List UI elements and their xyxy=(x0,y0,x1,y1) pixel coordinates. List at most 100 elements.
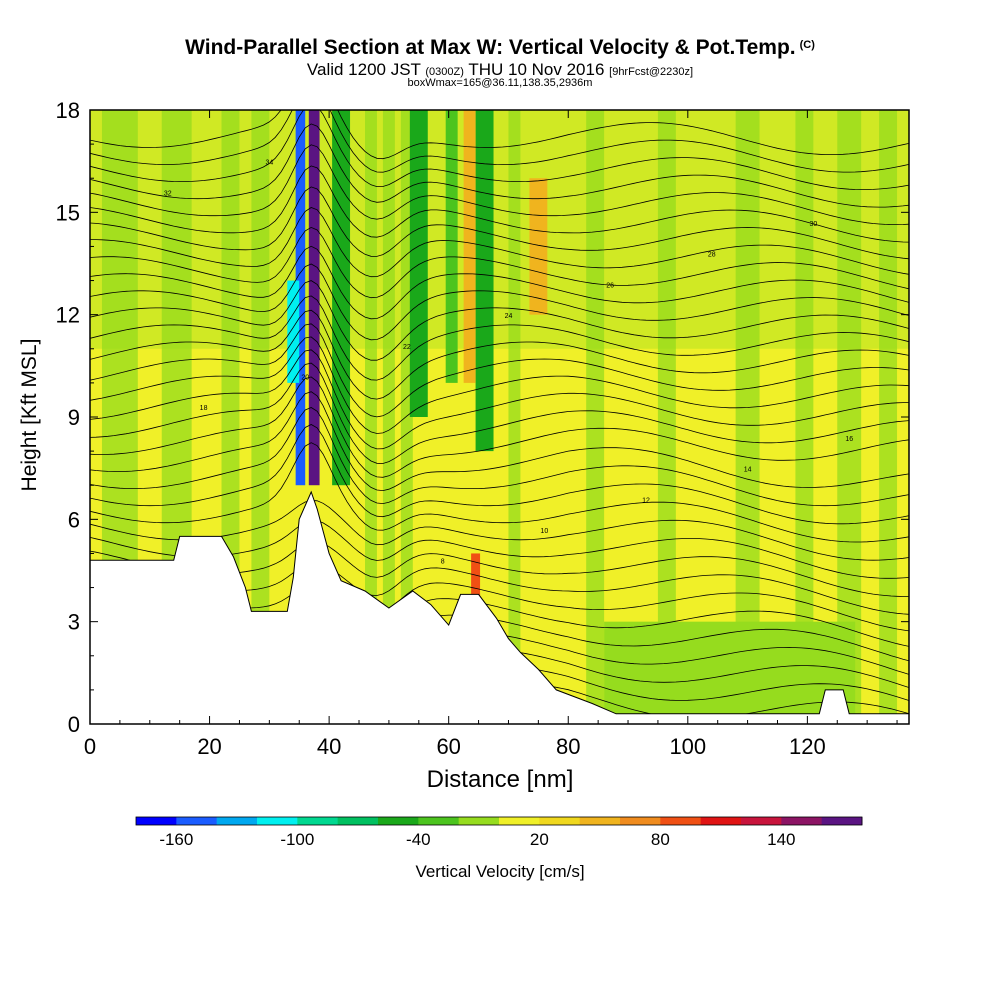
y-tick-label: 0 xyxy=(68,712,80,737)
theta-contour xyxy=(90,407,909,507)
colorbar-swatch xyxy=(458,817,500,825)
contour-label: 20 xyxy=(301,374,309,381)
contour-label: 34 xyxy=(265,160,273,167)
theta-contour xyxy=(90,280,909,361)
contour-label: 32 xyxy=(164,190,172,197)
colorbar-tick-label: 140 xyxy=(767,830,795,849)
theta-contour xyxy=(90,391,909,492)
theta-contour xyxy=(90,499,909,561)
colorbar-swatch xyxy=(176,817,218,825)
theta-contour xyxy=(90,207,909,278)
velocity-band-decor xyxy=(251,110,270,724)
x-axis-label: Distance [nm] xyxy=(426,766,574,793)
colorbar-swatch xyxy=(337,817,379,825)
theta-contour xyxy=(90,186,909,260)
theta-contour xyxy=(90,245,909,320)
contour-label: 12 xyxy=(642,497,650,504)
colorbar-swatch xyxy=(499,817,540,825)
velocity-band xyxy=(287,280,300,383)
velocity-band-decor xyxy=(90,110,909,349)
x-tick-label: 40 xyxy=(317,734,341,759)
y-tick-label: 3 xyxy=(68,610,80,635)
theta-contour xyxy=(90,309,909,400)
velocity-band-decor xyxy=(735,110,760,724)
velocity-band-decor xyxy=(586,110,605,724)
colorbar-swatch xyxy=(257,817,298,825)
contour-label: 18 xyxy=(200,405,208,412)
colorbar-swatch xyxy=(781,817,823,825)
axes: 0 20 40 60 80 100 120 0 3 6 9 12 15 18 xyxy=(56,98,909,759)
contour-label: 30 xyxy=(809,221,817,228)
theta-contour xyxy=(90,226,909,299)
colorbar-frame xyxy=(135,816,863,826)
colorbar-swatch xyxy=(700,817,742,825)
colorbar-swatch xyxy=(418,817,460,825)
x-tick-label: 80 xyxy=(556,734,580,759)
contour-label: 28 xyxy=(708,252,716,259)
velocity-band-decor xyxy=(400,110,413,724)
x-tick-label: 60 xyxy=(436,734,460,759)
y-axis-label: Height [Kft MSL] xyxy=(18,338,41,492)
theta-contour xyxy=(90,323,909,418)
y-tick-label: 6 xyxy=(68,507,80,532)
velocity-band-decor xyxy=(604,621,856,714)
theta-contour xyxy=(90,442,909,543)
colorbar-swatch xyxy=(539,817,581,825)
colorbar-tick-label: -160 xyxy=(159,830,193,849)
contour-label: 16 xyxy=(845,436,853,443)
colorbar-swatch xyxy=(741,817,782,825)
theta-contour xyxy=(90,144,909,225)
y-tick-label: 12 xyxy=(56,303,80,328)
colorbar-tick-label: 80 xyxy=(651,830,670,849)
x-tick-label: 100 xyxy=(669,734,706,759)
colorbar: -160 -100 -40 20 80 140 xyxy=(135,816,863,849)
velocity-band xyxy=(529,178,548,315)
velocity-band xyxy=(475,110,494,452)
velocity-band xyxy=(463,110,476,383)
colorbar-tick-label: -40 xyxy=(406,830,431,849)
contour-label: 8 xyxy=(441,559,445,566)
y-tick-label: 18 xyxy=(56,98,80,123)
chart-subtitle: Valid 1200 JST (0300Z) THU 10 Nov 2016 [… xyxy=(306,60,694,79)
contour-label: 26 xyxy=(606,282,614,289)
colorbar-swatch xyxy=(660,817,702,825)
x-tick-label: 20 xyxy=(197,734,221,759)
contour-label: 14 xyxy=(744,467,752,474)
theta-contour xyxy=(90,110,909,190)
velocity-band-decor xyxy=(508,110,521,724)
colorbar-tick-label: 20 xyxy=(530,830,549,849)
colorbar-swatch xyxy=(579,817,621,825)
chart-subtitle-box: boxWmax=165@36.11,138.35,2936m xyxy=(407,77,593,89)
theta-contour xyxy=(90,295,909,381)
theta-contour xyxy=(90,424,909,525)
velocity-band xyxy=(332,110,351,486)
velocity-band xyxy=(471,553,481,605)
theta-contour xyxy=(90,362,909,464)
chart-title: Wind-Parallel Section at Max W: Vertical… xyxy=(185,36,815,59)
velocity-band-decor xyxy=(364,110,377,724)
velocity-band xyxy=(445,110,458,383)
y-tick-label: 9 xyxy=(68,405,80,430)
velocity-band-decor xyxy=(879,110,898,724)
colorbar-swatch xyxy=(821,817,863,825)
colorbar-swatch xyxy=(136,817,177,825)
theta-contour xyxy=(90,263,909,341)
x-tick-label: 0 xyxy=(84,734,96,759)
contour-label: 22 xyxy=(403,344,411,351)
colorbar-swatch xyxy=(297,817,339,825)
velocity-band xyxy=(295,110,306,486)
contour-label: 10 xyxy=(540,528,548,535)
theta-contour xyxy=(90,165,909,243)
colorbar-swatch xyxy=(378,817,419,825)
velocity-band-decor xyxy=(837,110,862,724)
theta-contour xyxy=(90,110,909,160)
colorbar-swatch xyxy=(620,817,661,825)
x-tick-label: 120 xyxy=(789,734,826,759)
velocity-band-decor xyxy=(657,110,676,724)
theta-contour xyxy=(90,349,909,450)
terrain xyxy=(89,490,910,725)
theta-contour xyxy=(90,336,909,434)
colorbar-label: Vertical Velocity [cm/s] xyxy=(415,862,585,881)
velocity-band-decor xyxy=(382,110,395,724)
